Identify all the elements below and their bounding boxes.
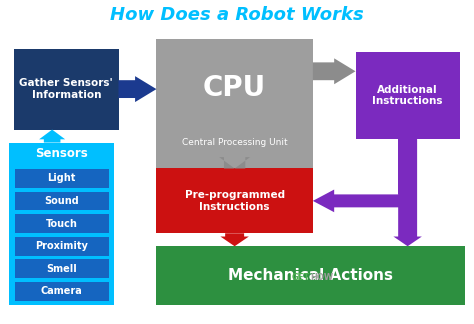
FancyBboxPatch shape [15, 282, 109, 301]
FancyBboxPatch shape [15, 214, 109, 233]
Polygon shape [398, 139, 417, 194]
FancyBboxPatch shape [156, 168, 313, 233]
Text: HOW: HOW [310, 272, 334, 282]
Polygon shape [118, 76, 156, 102]
FancyBboxPatch shape [156, 246, 465, 305]
Text: Pre-programmed
Instructions: Pre-programmed Instructions [184, 190, 285, 212]
FancyBboxPatch shape [15, 169, 109, 188]
Polygon shape [393, 139, 422, 246]
Text: CPU: CPU [203, 74, 266, 102]
Polygon shape [313, 58, 356, 84]
Text: Sound: Sound [44, 196, 79, 206]
Text: Touch: Touch [46, 219, 78, 229]
FancyBboxPatch shape [14, 49, 118, 130]
Polygon shape [39, 130, 65, 143]
Polygon shape [313, 190, 408, 212]
FancyBboxPatch shape [15, 237, 109, 256]
Text: Sensors: Sensors [35, 147, 88, 160]
FancyBboxPatch shape [9, 143, 114, 305]
Text: Smell: Smell [46, 264, 77, 274]
Text: Additional
Instructions: Additional Instructions [373, 85, 443, 106]
Text: Mechanical Actions: Mechanical Actions [228, 268, 393, 283]
Text: Proximity: Proximity [35, 241, 88, 251]
Polygon shape [219, 157, 250, 168]
Text: GET: GET [292, 272, 310, 282]
Text: Light: Light [47, 173, 76, 183]
Text: Central Processing Unit: Central Processing Unit [182, 138, 287, 147]
FancyBboxPatch shape [356, 52, 460, 139]
Text: Gather Sensors'
Information: Gather Sensors' Information [19, 78, 113, 100]
Text: How Does a Robot Works: How Does a Robot Works [110, 6, 364, 24]
FancyBboxPatch shape [15, 191, 109, 210]
Text: Camera: Camera [41, 286, 82, 296]
FancyBboxPatch shape [156, 39, 313, 168]
FancyBboxPatch shape [15, 260, 109, 278]
Polygon shape [220, 233, 249, 246]
